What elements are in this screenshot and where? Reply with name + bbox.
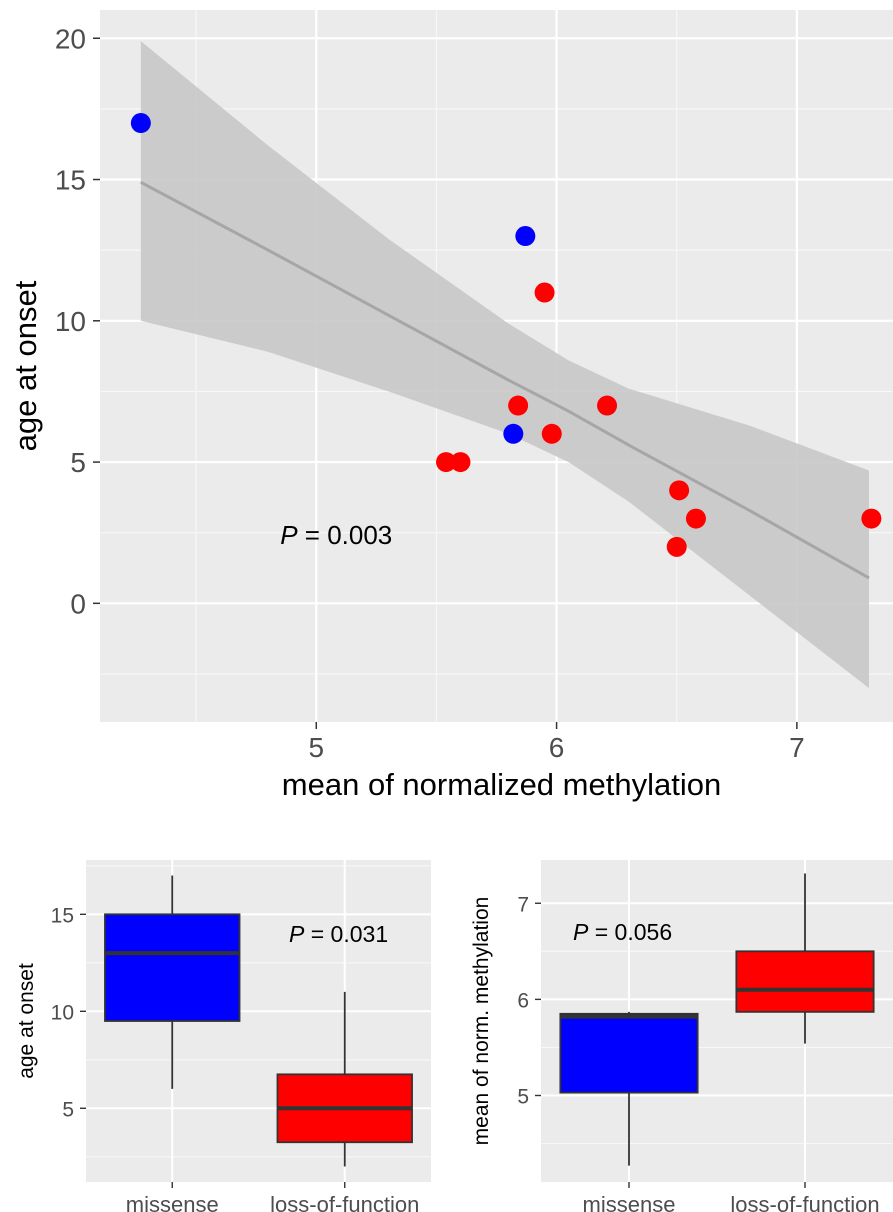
x-tick-label: loss-of-function [730,1192,879,1212]
x-tick-label: 6 [549,732,565,763]
data-point [503,423,524,444]
boxplot-methylation-panel: 5 6 7 missense loss-of-function P = 0.056 m… [470,860,893,1212]
box-missense [104,913,241,1022]
y-tick-label: 10 [55,306,86,337]
y-tick-label: 6 [517,989,529,1012]
y-tick-label: 15 [51,904,74,927]
data-point [130,113,151,134]
y-tick-label: 5 [70,447,86,478]
boxes [104,875,413,1167]
y-tick-label: 20 [55,23,86,54]
data-points [130,113,882,557]
data-point [515,226,536,247]
confidence-band [140,41,869,689]
x-tick-label: missense [126,1192,219,1212]
p-value-text: = 0.003 [298,520,393,550]
y-tick-label: 5 [62,1098,74,1121]
p-value-annotation: P = 0.031 [289,921,388,947]
y-axis-title: age at onset [15,963,38,1079]
data-point [534,282,555,303]
p-value-annotation: P = 0.003 [280,520,392,550]
data-point [685,508,706,529]
x-tick-labels: missense loss-of-function [126,1182,419,1212]
p-symbol: P [289,921,305,947]
y-tick-label: 7 [517,893,529,916]
x-tick-labels: 5 6 7 [308,722,805,763]
box-loss-of-function [735,950,875,1013]
data-point [450,452,471,473]
x-tick-labels: missense loss-of-function [583,1182,880,1212]
data-point [861,508,882,529]
y-tick-labels: 5 6 7 [517,893,541,1108]
p-value-annotation: P = 0.056 [573,919,672,945]
p-symbol: P [280,520,298,550]
data-point [669,480,690,501]
y-tick-label: 15 [55,165,86,196]
regression-line [140,181,870,580]
data-point [541,423,562,444]
p-value-text: = 0.031 [304,921,388,947]
p-value-text: = 0.056 [588,919,672,945]
boxplot-age-panel: 5 10 15 missense loss-of-function P = 0.031… [15,860,431,1212]
y-axis-title: age at onset [8,280,43,451]
p-symbol: P [573,919,589,945]
data-point [597,395,618,416]
y-tick-label: 10 [51,1001,74,1024]
x-tick-label: 5 [308,732,324,763]
y-axis-title: mean of norm. methylation [470,897,493,1146]
box-missense [559,1012,699,1094]
y-tick-label: 0 [70,588,86,619]
x-tick-label: 7 [789,732,805,763]
data-point [666,536,687,557]
data-point [436,452,457,473]
scatter-panel: 0 5 10 15 20 5 6 7 P = 0.003 mean of normalize… [8,10,893,802]
boxes [559,873,875,1166]
x-axis-title: mean of normalized methylation [282,767,721,802]
y-tick-labels: 5 10 15 [51,904,86,1121]
data-point [508,395,529,416]
y-tick-labels: 0 5 10 15 20 [55,23,100,619]
y-tick-label: 5 [517,1085,529,1108]
x-tick-label: loss-of-function [270,1192,419,1212]
x-tick-label: missense [583,1192,676,1212]
